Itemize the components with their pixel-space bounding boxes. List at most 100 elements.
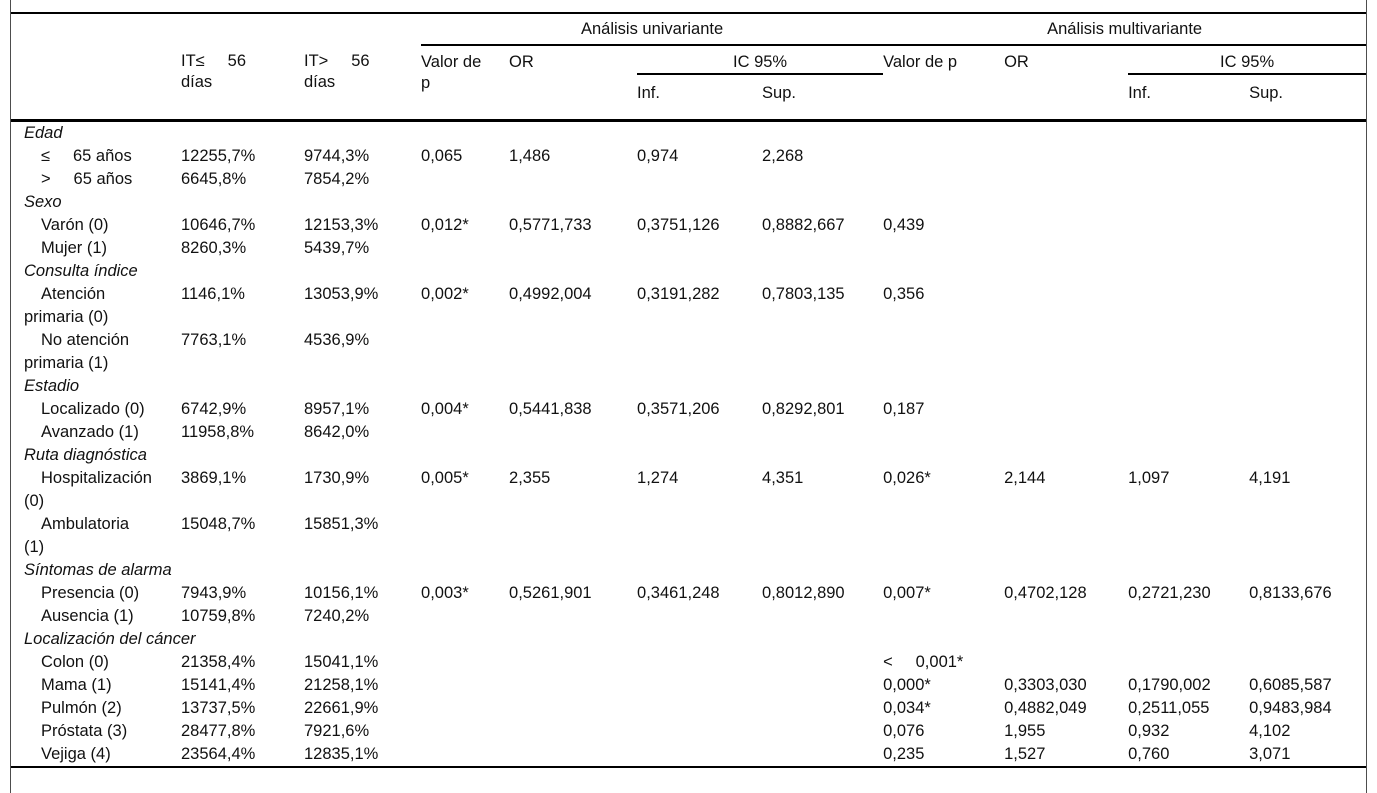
section-label: Localización del cáncer	[24, 630, 196, 648]
cell-value	[1004, 421, 1128, 444]
cell-value	[883, 237, 1004, 260]
cell-value: 0,5261,901	[509, 584, 592, 602]
cell-value	[637, 605, 762, 628]
cell-value: 1,274	[637, 469, 679, 487]
cell-value: 11958,8%	[181, 423, 255, 441]
table-row: Colon (0) 21358,4% 15041,1% < 0,001*	[11, 651, 1366, 674]
group-header-spacer	[11, 13, 421, 45]
cell-value: 0,4992,004	[509, 285, 592, 303]
cell-value: 0,8882,667	[762, 216, 845, 234]
col-header-multi-p-value: Valor de p	[883, 53, 958, 71]
cell-value	[1004, 145, 1128, 168]
cell-value: 0,7803,135	[762, 285, 845, 303]
col-header-multi-sup: Sup.	[1249, 84, 1284, 102]
cell-value	[421, 674, 509, 697]
table-row: Próstata (3) 28477,8% 7921,6% 0,076 1,955 0,9…	[11, 720, 1366, 743]
table-header: Análisis univariante Análisis multivaria…	[11, 13, 1366, 121]
cell-value	[1004, 329, 1128, 375]
section-row: Ruta diagnóstica	[11, 444, 1366, 467]
cell-value	[762, 674, 883, 697]
cell-value: 6742,9%	[181, 400, 247, 418]
section-label: Síntomas de alarma	[24, 561, 172, 579]
row-label: Mujer (1)	[41, 239, 108, 257]
cell-value: 0,4702,128	[1004, 584, 1087, 602]
cell-value: 10646,7%	[181, 216, 256, 234]
cell-value: 0,187	[883, 400, 925, 418]
cell-value	[762, 237, 883, 260]
cell-value: 0,000*	[883, 676, 931, 694]
row-label: Atención primaria (0)	[24, 285, 109, 326]
section-row: Edad	[11, 121, 1366, 146]
cell-value	[421, 329, 509, 375]
cell-value	[1128, 283, 1249, 329]
cell-value	[1004, 605, 1128, 628]
cell-value: 15851,3%	[304, 515, 379, 533]
cell-value: 0,3303,030	[1004, 676, 1087, 694]
column-header-row: IT≤ 56 días IT> 56 días Valor de p OR IC…	[11, 45, 1366, 92]
row-label: Ambulatoria (1)	[24, 515, 130, 556]
cell-value	[1128, 605, 1249, 628]
cell-value: 0,932	[1128, 722, 1170, 740]
cell-value	[1004, 214, 1128, 237]
table-row: Hospitalización (0) 3869,1% 1730,9% 0,005* 2…	[11, 467, 1366, 513]
cell-value	[1249, 651, 1366, 674]
cell-value: < 0,001*	[883, 653, 964, 671]
cell-value	[1249, 329, 1366, 375]
cell-value	[1004, 398, 1128, 421]
cell-value	[421, 513, 509, 559]
cell-value	[421, 237, 509, 260]
cell-value	[1128, 398, 1249, 421]
row-label: Presencia (0)	[41, 584, 140, 602]
cell-value: 5439,7%	[304, 239, 370, 257]
cell-value: 15041,1%	[304, 653, 379, 671]
row-label: No atención primaria (1)	[24, 331, 130, 372]
cell-value: 4536,9%	[304, 331, 370, 349]
col-header-multi-or: OR	[1004, 53, 1029, 71]
cell-value: 0,2721,230	[1128, 584, 1211, 602]
cell-value	[1128, 214, 1249, 237]
row-label: ≤ 65 años	[41, 147, 132, 165]
cell-value	[637, 651, 762, 674]
cell-value	[1249, 145, 1366, 168]
table-row: No atención primaria (1) 7763,1% 4536,9%	[11, 329, 1366, 375]
col-header-multi-ic95: IC 95%	[1128, 45, 1366, 75]
table-row: Vejiga (4) 23564,4% 12835,1% 0,235 1,527 0,76…	[11, 743, 1366, 767]
cell-value: 12153,3%	[304, 216, 379, 234]
cell-value	[509, 651, 637, 674]
cell-value: 15048,7%	[181, 515, 256, 533]
cell-value: 0,356	[883, 285, 925, 303]
cell-value	[1249, 237, 1366, 260]
row-label: > 65 años	[41, 170, 133, 188]
cell-value	[762, 605, 883, 628]
cell-value: 0,8012,890	[762, 584, 845, 602]
row-label: Ausencia (1)	[41, 607, 134, 625]
cell-value	[509, 329, 637, 375]
cell-value: 2,355	[509, 469, 551, 487]
cell-value: 8260,3%	[181, 239, 247, 257]
row-label: Hospitalización (0)	[24, 469, 152, 510]
cell-value	[637, 720, 762, 743]
cell-value	[637, 674, 762, 697]
cell-value: 10156,1%	[304, 584, 379, 602]
table-row: Mama (1) 15141,4% 21258,1% 0,000* 0,3303,030…	[11, 674, 1366, 697]
section-label: Edad	[24, 124, 63, 142]
cell-value: 0,005*	[421, 469, 469, 487]
row-label: Vejiga (4)	[41, 745, 111, 763]
cell-value	[1128, 329, 1249, 375]
cell-value: 7921,6%	[304, 722, 370, 740]
table-row: Pulmón (2) 13737,5% 22661,9% 0,034* 0,4882,0…	[11, 697, 1366, 720]
cell-value: 1,527	[1004, 745, 1046, 763]
cell-value: 0,8133,676	[1249, 584, 1332, 602]
cell-value	[509, 237, 637, 260]
col-header-multi-inf: Inf.	[1128, 84, 1152, 102]
cell-value	[509, 697, 637, 720]
cell-value	[1004, 651, 1128, 674]
cell-value: 0,065	[421, 147, 463, 165]
cell-value	[1128, 421, 1249, 444]
cell-value: 0,2511,055	[1128, 699, 1210, 717]
cell-value	[509, 421, 637, 444]
col-header-it-gt-56: IT> 56 días	[304, 52, 370, 91]
table-row: Ambulatoria (1) 15048,7% 15851,3%	[11, 513, 1366, 559]
cell-value: 0,974	[637, 147, 679, 165]
univariate-group-header: Análisis univariante	[421, 13, 884, 46]
